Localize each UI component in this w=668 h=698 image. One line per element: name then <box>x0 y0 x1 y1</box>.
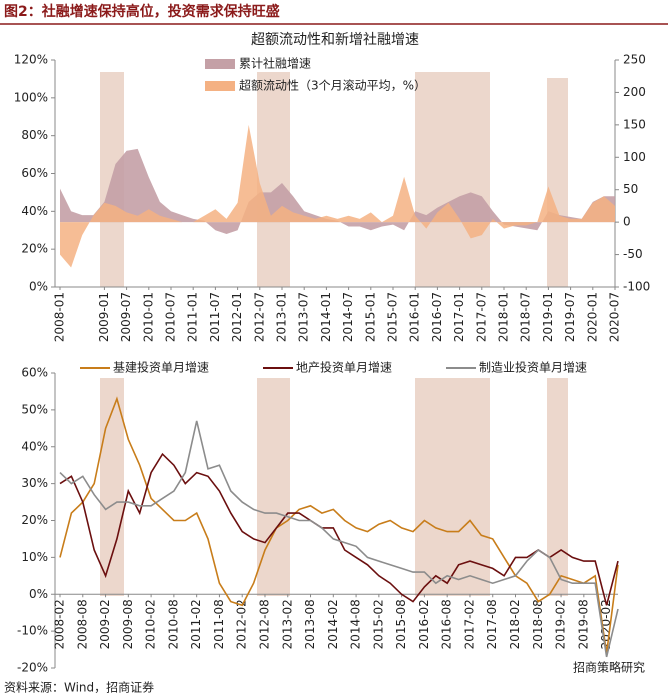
line <box>59 452 619 606</box>
x-tick-label: 2017-01 <box>452 292 466 342</box>
y-tick-label: 0% <box>29 280 48 294</box>
x-tick-label: 2020-02 <box>599 599 613 649</box>
y-tick-label: 60% <box>21 366 48 380</box>
x-tick-label: 2018-02 <box>508 599 522 649</box>
x-tick-label: 2012-02 <box>235 599 249 649</box>
shade-band <box>100 378 124 596</box>
y-tick-label: 10% <box>21 550 48 564</box>
x-tick-label: 2013-07 <box>297 292 311 342</box>
x-tick-label: 2014-02 <box>326 599 340 649</box>
y-tick-label: 50% <box>21 402 48 416</box>
y-tick-label: -20% <box>17 661 48 675</box>
y-tick-label: 30% <box>21 476 48 490</box>
legend-label: 基建投资单月增速 <box>113 360 209 375</box>
x-tick-label: 2015-08 <box>394 599 408 649</box>
y2-tick-label: 0 <box>623 215 631 229</box>
y2-tick-label: 50 <box>623 182 638 196</box>
line <box>59 420 619 658</box>
area <box>60 148 615 234</box>
y-tick-label: 80% <box>21 128 48 142</box>
x-tick-label: 2012-01 <box>230 292 244 342</box>
source-note: 资料来源：Wind，招商证券 <box>4 680 154 695</box>
x-tick-label: 2019-07 <box>563 292 577 342</box>
x-tick-label: 2015-01 <box>363 292 377 342</box>
x-tick-label: 2016-01 <box>408 292 422 342</box>
x-tick-label: 2015-07 <box>386 292 400 342</box>
legend-swatch <box>205 59 235 69</box>
x-tick-label: 2008-08 <box>75 599 89 649</box>
y2-tick-label: 250 <box>623 53 646 67</box>
y2-tick-label: -100 <box>623 280 650 294</box>
legend-swatch <box>205 81 235 91</box>
area <box>60 124 615 268</box>
y-tick-label: 120% <box>14 53 48 67</box>
x-tick-label: 2011-02 <box>189 599 203 649</box>
x-tick-label: 2020-07 <box>608 292 622 342</box>
y-tick-label: 20% <box>21 513 48 527</box>
x-tick-label: 2014-08 <box>349 599 363 649</box>
x-tick-label: 2010-02 <box>144 599 158 649</box>
x-tick-label: 2010-01 <box>141 292 155 342</box>
watermark: 招商策略研究 <box>573 660 645 675</box>
x-tick-label: 2009-07 <box>119 292 133 342</box>
x-tick-label: 2016-07 <box>430 292 444 342</box>
x-tick-label: 2016-08 <box>440 599 454 649</box>
x-tick-label: 2017-02 <box>462 599 476 649</box>
y-tick-label: 60% <box>21 166 48 180</box>
x-tick-label: 2016-02 <box>417 599 431 649</box>
y-tick-label: 0% <box>29 587 48 601</box>
shade-band <box>415 72 490 287</box>
shade-band <box>547 78 568 287</box>
x-tick-label: 2017-08 <box>485 599 499 649</box>
x-tick-label: 2013-08 <box>303 599 317 649</box>
x-tick-label: 2011-01 <box>186 292 200 342</box>
x-tick-label: 2017-07 <box>474 292 488 342</box>
x-tick-label: 2015-02 <box>371 599 385 649</box>
line <box>59 396 619 654</box>
x-tick-label: 2012-08 <box>257 599 271 649</box>
x-tick-label: 2014-01 <box>319 292 333 342</box>
x-tick-label: 2012-07 <box>252 292 266 342</box>
x-tick-label: 2013-01 <box>275 292 289 342</box>
y2-tick-label: 200 <box>623 85 646 99</box>
shade-band <box>257 378 290 596</box>
x-tick-label: 2019-08 <box>576 599 590 649</box>
x-tick-label: 2008-02 <box>53 599 67 649</box>
y-tick-label: 20% <box>21 242 48 256</box>
x-tick-label: 2008-01 <box>53 292 67 342</box>
x-tick-label: 2010-07 <box>164 292 178 342</box>
shade-band <box>547 378 568 596</box>
legend-label: 地产投资单月增速 <box>296 360 392 375</box>
x-tick-label: 2018-08 <box>531 599 545 649</box>
y-tick-label: 40% <box>21 439 48 453</box>
x-tick-label: 2020-01 <box>585 292 599 342</box>
x-tick-label: 2009-02 <box>98 599 112 649</box>
header-title: 图2：社融增速保持高位，投资需求保持旺盛 <box>4 3 280 20</box>
x-tick-label: 2011-08 <box>212 599 226 649</box>
x-tick-label: 2019-02 <box>554 599 568 649</box>
y-tick-label: 100% <box>14 90 48 104</box>
x-tick-label: 2014-07 <box>341 292 355 342</box>
x-tick-label: 2018-01 <box>497 292 511 342</box>
shade-band <box>415 378 490 596</box>
x-tick-label: 2010-08 <box>166 599 180 649</box>
x-tick-label: 2009-01 <box>97 292 111 342</box>
shade-band <box>257 72 290 287</box>
x-tick-label: 2011-07 <box>208 292 222 342</box>
y-tick-label: 40% <box>21 204 48 218</box>
x-tick-label: 2018-07 <box>519 292 533 342</box>
legend-label: 超额流动性（3个月滚动平均，%） <box>239 78 426 93</box>
y2-tick-label: 100 <box>623 150 646 164</box>
x-tick-label: 2019-01 <box>541 292 555 342</box>
x-tick-label: 2013-02 <box>280 599 294 649</box>
legend-label: 制造业投资单月增速 <box>479 360 587 375</box>
y-tick-label: -10% <box>17 624 48 638</box>
y2-tick-label: 150 <box>623 117 646 131</box>
y2-tick-label: -50 <box>623 247 643 261</box>
legend-label: 累计社融增速 <box>239 56 311 71</box>
x-tick-label: 2009-08 <box>121 599 135 649</box>
chart-title: 超额流动性和新增社融增速 <box>251 32 419 48</box>
